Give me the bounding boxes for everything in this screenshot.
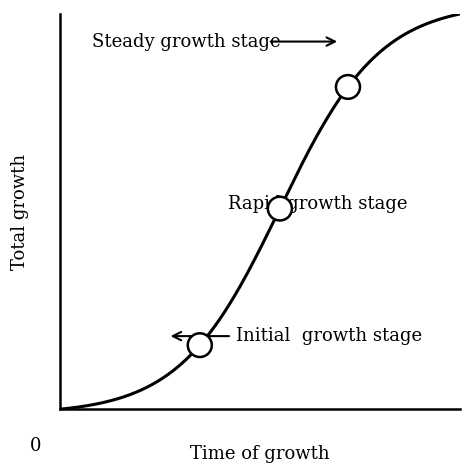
Text: Time of growth: Time of growth	[190, 445, 330, 463]
Text: Steady growth stage: Steady growth stage	[91, 33, 280, 51]
Circle shape	[188, 333, 212, 357]
Text: Total growth: Total growth	[10, 154, 28, 270]
Circle shape	[268, 197, 292, 220]
Text: Rapid growth stage: Rapid growth stage	[228, 195, 407, 213]
Text: Initial  growth stage: Initial growth stage	[236, 327, 422, 345]
Circle shape	[336, 75, 360, 99]
Text: 0: 0	[30, 437, 41, 455]
